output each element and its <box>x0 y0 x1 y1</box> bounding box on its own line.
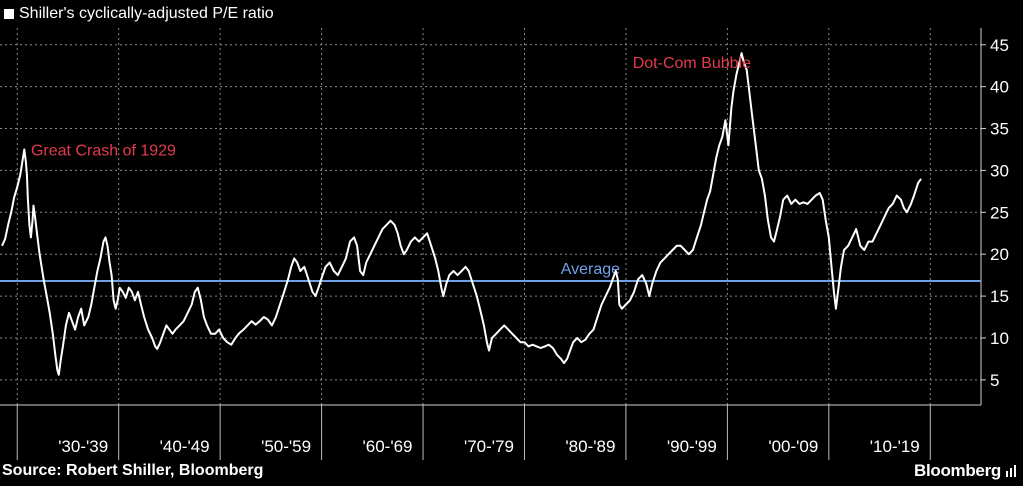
annotation-1: Dot-Com Bubble <box>633 55 751 72</box>
decade-dividers <box>16 28 931 460</box>
x-axis-ticks: '30-'39 '40-'49 '50-'59 '60-'69 '70-'79 '80-'… <box>58 437 920 456</box>
ytick-label-10: 10 <box>990 329 1009 348</box>
bloomberg-terminal-icon <box>1006 465 1016 477</box>
ytick-label-45: 45 <box>990 36 1009 55</box>
annotation-0: Great Crash of 1929 <box>31 142 176 159</box>
xtick-label-8: '10-'19 <box>870 437 920 456</box>
source-note: Source: Robert Shiller, Bloomberg <box>2 462 264 479</box>
legend: Shiller's cyclically-adjusted P/E ratio <box>4 5 274 23</box>
xtick-label-7: '00-'09 <box>768 437 818 456</box>
ytick-label-30: 30 <box>990 161 1009 180</box>
legend-label: Shiller's cyclically-adjusted P/E ratio <box>19 5 274 22</box>
xtick-label-6: '90-'99 <box>667 437 717 456</box>
xtick-label-1: '40-'49 <box>160 437 210 456</box>
ytick-label-5: 5 <box>990 371 999 390</box>
ytick-label-35: 35 <box>990 120 1009 139</box>
xtick-label-0: '30-'39 <box>58 437 108 456</box>
brand-logo: Bloomberg <box>914 461 1017 481</box>
ytick-label-25: 25 <box>990 203 1009 222</box>
xtick-label-2: '50-'59 <box>261 437 311 456</box>
ytick-label-20: 20 <box>990 245 1009 264</box>
annotations: Great Crash of 1929 Dot-Com Bubble <box>31 55 751 159</box>
ytick-label-40: 40 <box>990 78 1009 97</box>
ytick-label-15: 15 <box>990 287 1009 306</box>
xtick-label-3: '60-'69 <box>363 437 413 456</box>
y-axis-ticks: 5 10 15 20 25 30 35 40 45 <box>981 36 1009 390</box>
legend-swatch <box>4 9 14 19</box>
cape-series-line <box>1 52 922 376</box>
average-label: Average <box>561 261 620 278</box>
xtick-label-5: '80-'89 <box>565 437 615 456</box>
brand-name: Bloomberg <box>913 461 1001 480</box>
xtick-label-4: '70-'79 <box>464 437 514 456</box>
grid-lines <box>0 44 981 381</box>
